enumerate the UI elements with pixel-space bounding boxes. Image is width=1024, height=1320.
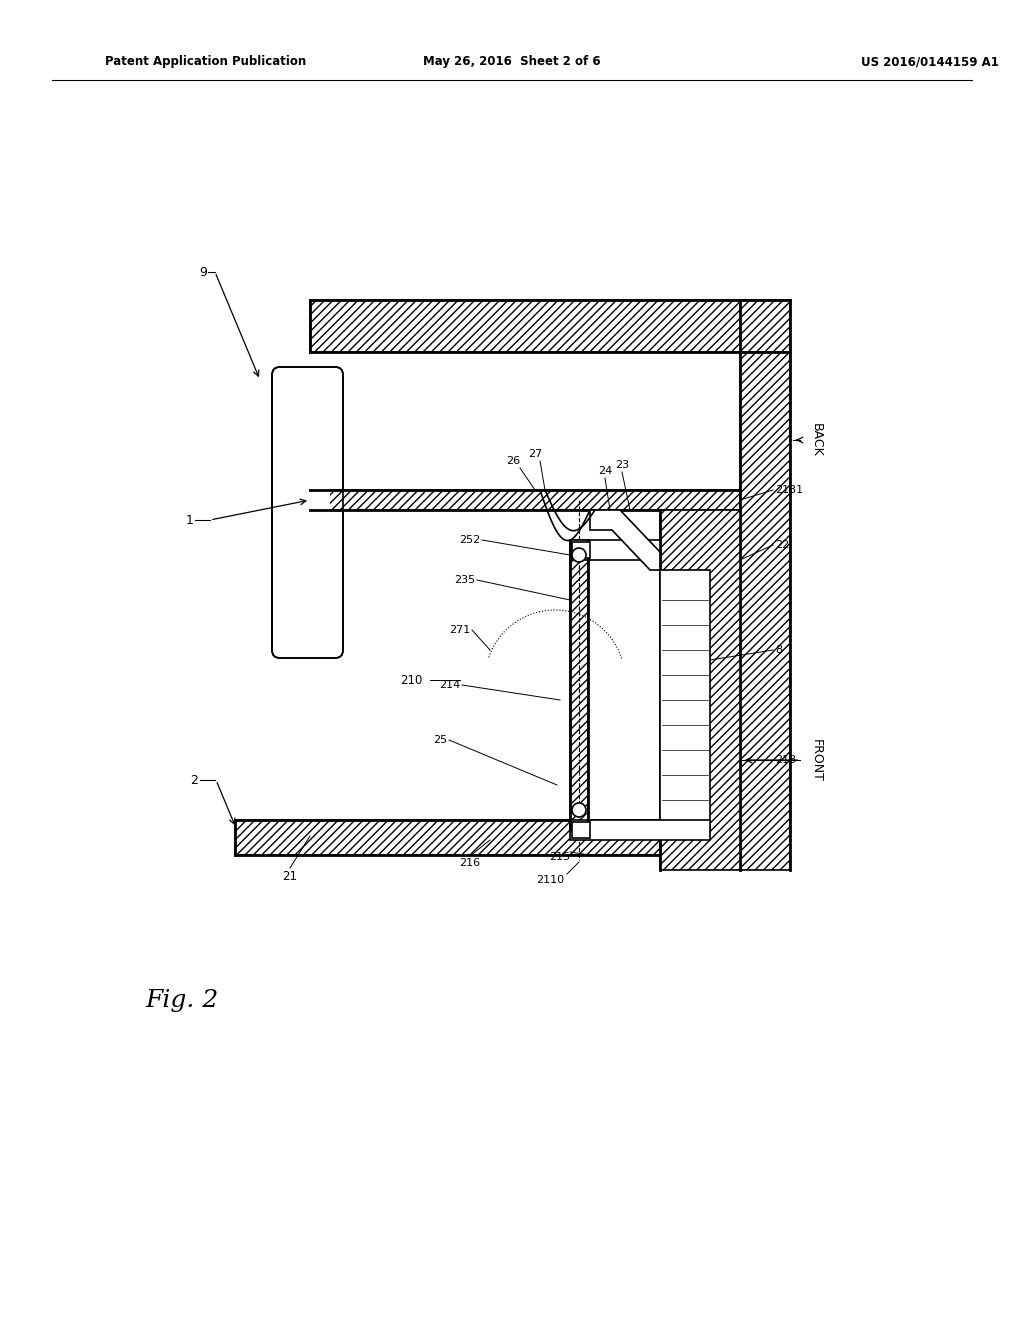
Bar: [310, 300, 790, 352]
Bar: [310, 490, 740, 510]
Bar: [570, 820, 710, 840]
Text: 214: 214: [438, 680, 460, 690]
Text: Patent Application Publication: Patent Application Publication: [105, 55, 306, 69]
Text: 24: 24: [598, 466, 612, 477]
Bar: [570, 540, 588, 830]
Text: Fig. 2: Fig. 2: [145, 989, 218, 1011]
Text: 26: 26: [506, 455, 520, 466]
Bar: [572, 822, 590, 838]
Text: 8: 8: [775, 645, 782, 655]
Text: 252: 252: [459, 535, 480, 545]
Text: 25: 25: [433, 735, 447, 744]
Text: 210: 210: [400, 673, 422, 686]
Text: 2110: 2110: [536, 875, 564, 884]
Bar: [285, 380, 330, 645]
Text: 215: 215: [550, 851, 570, 862]
Bar: [740, 300, 790, 870]
Text: FRONT: FRONT: [810, 739, 823, 781]
Text: 9: 9: [199, 265, 207, 279]
Bar: [570, 540, 660, 560]
FancyBboxPatch shape: [272, 367, 343, 657]
Circle shape: [572, 548, 586, 562]
Polygon shape: [590, 510, 660, 570]
Bar: [572, 543, 590, 558]
Text: 235: 235: [454, 576, 475, 585]
Text: 23: 23: [615, 459, 629, 470]
Bar: [234, 820, 740, 855]
Bar: [660, 510, 740, 870]
Text: 21: 21: [283, 870, 298, 883]
Text: 216: 216: [460, 858, 480, 869]
Circle shape: [572, 803, 586, 817]
Text: BACK: BACK: [810, 424, 823, 457]
Text: 2131: 2131: [775, 484, 803, 495]
Text: 271: 271: [449, 624, 470, 635]
Text: May 26, 2016  Sheet 2 of 6: May 26, 2016 Sheet 2 of 6: [423, 55, 601, 69]
Bar: [660, 570, 710, 830]
Text: 22: 22: [775, 540, 790, 550]
Text: 1: 1: [186, 513, 194, 527]
Text: 213: 213: [775, 755, 796, 766]
Text: US 2016/0144159 A1: US 2016/0144159 A1: [861, 55, 999, 69]
Text: 27: 27: [528, 449, 542, 459]
Text: 2: 2: [190, 774, 198, 787]
